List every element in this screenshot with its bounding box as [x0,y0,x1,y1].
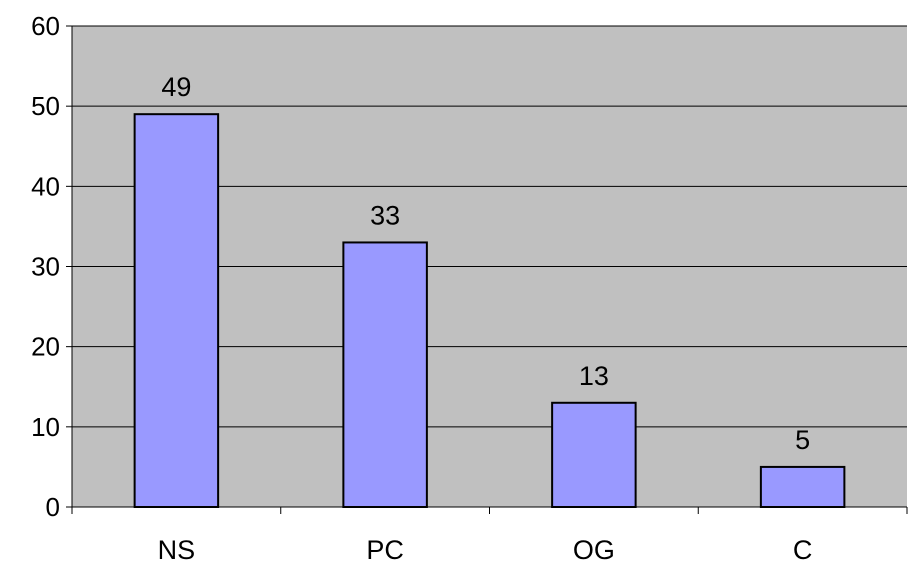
data-label: 33 [370,200,400,230]
x-tick-label: OG [573,535,615,565]
y-tick-label: 40 [31,171,60,201]
x-tick-label: C [793,535,813,565]
y-tick-label: 20 [31,332,60,362]
data-label: 5 [795,425,810,455]
y-tick-label: 30 [31,252,60,282]
y-tick-label: 50 [31,91,60,121]
bar-c [761,467,845,507]
y-tick-label: 60 [31,11,60,41]
data-label: 13 [579,361,609,391]
bar-pc [343,242,427,507]
x-tick-label: NS [158,535,196,565]
bar-og [552,403,636,507]
y-tick-label: 0 [46,492,60,522]
y-tick-label: 10 [31,412,60,442]
x-tick-label: PC [366,535,404,565]
bar-ns [135,114,219,507]
data-label: 49 [161,72,191,102]
